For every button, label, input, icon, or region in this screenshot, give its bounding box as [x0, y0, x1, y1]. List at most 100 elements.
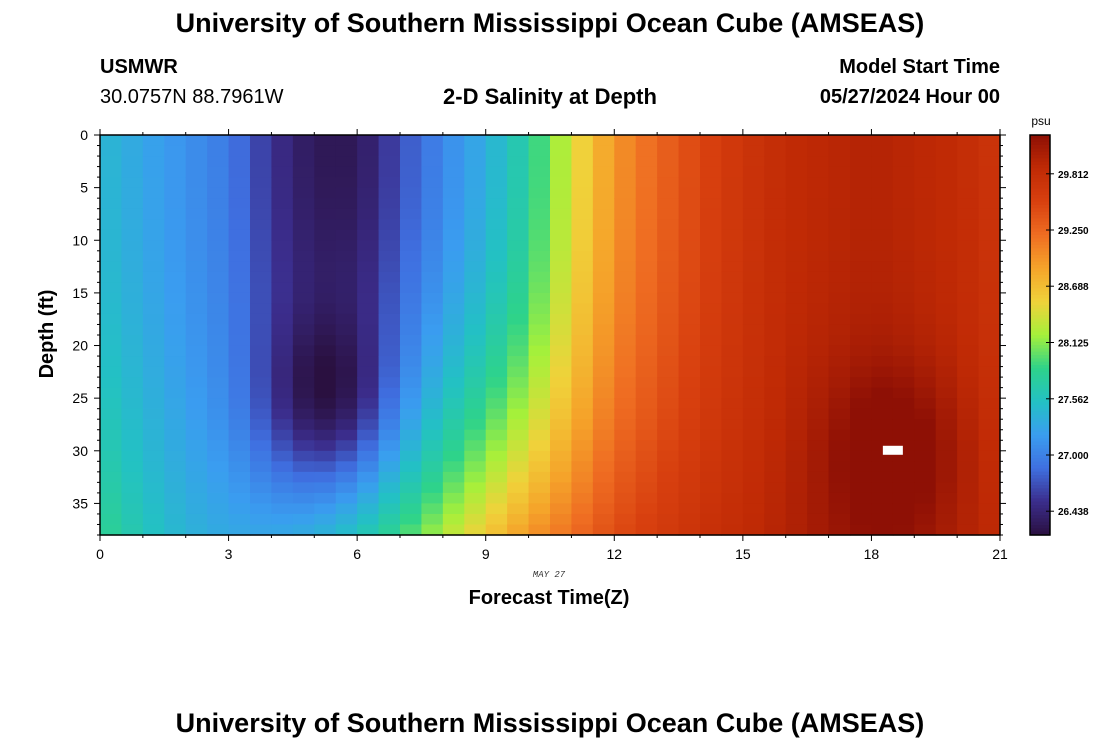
heat-cell [400, 461, 423, 473]
heat-cell [807, 513, 830, 526]
heat-cell [592, 482, 615, 494]
heat-cell [614, 187, 637, 199]
heat-cell [357, 303, 380, 315]
page-title: University of Southern Mississippi Ocean… [175, 8, 925, 38]
colorbar-segment [1030, 201, 1050, 206]
heat-cell [978, 292, 1001, 305]
colorbar-segment [1030, 178, 1050, 183]
heat-cell [400, 440, 423, 452]
colorbar-segment [1030, 271, 1050, 276]
heat-cell [592, 345, 615, 357]
heat-cell [764, 219, 787, 231]
heat-cell [700, 219, 723, 231]
heat-cell [378, 450, 401, 462]
heat-cell [100, 429, 123, 441]
heat-cell [400, 324, 423, 336]
heat-cell [721, 208, 744, 220]
heat-cell [228, 366, 251, 378]
heat-cell [421, 366, 444, 378]
heat-cell [100, 303, 123, 315]
heat-cell [400, 482, 423, 494]
heat-cell [442, 377, 465, 389]
station-marker [882, 445, 903, 455]
heat-cell [250, 398, 273, 410]
y-tick-label: 20 [72, 338, 88, 354]
heat-cell [507, 513, 530, 526]
heat-cell [978, 250, 1001, 262]
heat-cell [871, 345, 894, 357]
heat-cell [121, 166, 144, 178]
heat-cell [678, 166, 701, 178]
heat-cell [850, 187, 873, 199]
heat-cell [164, 387, 187, 399]
heat-cell [142, 482, 165, 494]
heat-cell [935, 524, 958, 536]
heat-cell [657, 482, 680, 494]
heat-cell [550, 387, 573, 399]
heat-cell [614, 335, 637, 347]
heat-cell [464, 313, 487, 326]
heat-cell [828, 313, 851, 326]
heat-cell [721, 356, 744, 368]
heat-cell [571, 398, 594, 410]
heat-cell [485, 261, 508, 273]
heat-cell [378, 198, 401, 210]
heat-cell [185, 240, 208, 252]
heat-cell [335, 345, 358, 357]
heat-cell [357, 366, 380, 378]
heat-cell [228, 387, 251, 399]
heat-cell [271, 156, 294, 168]
heat-cell [357, 408, 380, 420]
heat-cell [164, 419, 187, 431]
heat-cell [850, 271, 873, 283]
heat-cell [400, 271, 423, 283]
heat-cell [957, 313, 980, 326]
heat-cell [550, 408, 573, 420]
heat-cell [550, 440, 573, 452]
heat-cell [571, 198, 594, 210]
heat-cell [614, 503, 637, 515]
heat-cell [828, 450, 851, 462]
heat-cell [678, 440, 701, 452]
heat-cell [464, 219, 487, 231]
heat-cell [464, 482, 487, 494]
heat-cell [121, 387, 144, 399]
heat-cell [292, 198, 315, 210]
heat-cell [357, 324, 380, 336]
heat-cell [935, 229, 958, 241]
heat-cell [700, 145, 723, 157]
heat-cell [892, 345, 915, 357]
heat-cell [871, 408, 894, 420]
heat-cell [978, 166, 1001, 178]
heat-cell [357, 398, 380, 410]
heat-cell [357, 345, 380, 357]
colorbar-segment [1030, 295, 1050, 299]
heat-cell [485, 366, 508, 378]
heat-cell [785, 271, 808, 283]
heat-cell [271, 166, 294, 178]
heat-cell [142, 219, 165, 231]
heat-cell [764, 461, 787, 473]
heat-cell [314, 187, 337, 199]
heat-cell [785, 282, 808, 294]
heat-cell [892, 135, 915, 147]
heat-cell [442, 271, 465, 283]
heat-cell [100, 156, 123, 168]
heat-cell [228, 492, 251, 505]
heat-cell [507, 208, 530, 220]
heat-cell [635, 419, 658, 431]
heat-cell [121, 429, 144, 441]
heat-cell [935, 513, 958, 526]
heat-cell [721, 135, 744, 147]
colorbar-segment [1030, 341, 1050, 346]
heat-cell [764, 429, 787, 441]
heat-cell [378, 408, 401, 420]
heat-cell [271, 177, 294, 189]
heat-cell [914, 398, 937, 410]
heat-cell [592, 503, 615, 515]
heat-cell [121, 135, 144, 147]
heat-cell [635, 198, 658, 210]
heat-cell [207, 145, 230, 157]
heat-cell [571, 366, 594, 378]
heat-cell [292, 240, 315, 252]
